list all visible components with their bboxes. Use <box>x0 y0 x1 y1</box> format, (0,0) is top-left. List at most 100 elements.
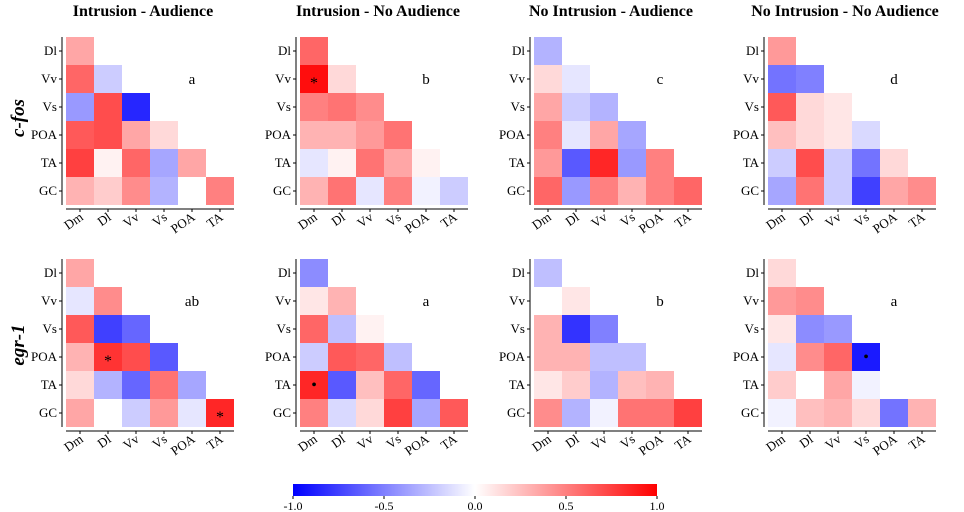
x-tick-label: Dl <box>562 209 582 229</box>
y-tick-label: GC <box>741 183 759 198</box>
y-tick-label: GC <box>507 405 525 420</box>
colorbar-tick-label: -0.5 <box>375 499 394 512</box>
x-tick-label: Vv <box>588 209 610 231</box>
group-letter: b <box>656 294 664 310</box>
x-tick-label: Dm <box>529 209 554 232</box>
heatmap-cell <box>618 121 646 149</box>
y-tick-label: Vv <box>41 293 57 308</box>
heatmap-cell <box>824 121 852 149</box>
heatmap-cell <box>94 315 122 343</box>
heatmap-cell <box>328 287 356 315</box>
heatmap-cell <box>590 121 618 149</box>
heatmap-cell <box>412 399 440 427</box>
x-tick-label: POA <box>636 431 666 459</box>
heatmap-cell <box>384 177 412 205</box>
y-tick-label: Vs <box>277 99 291 114</box>
heatmap-cell <box>768 371 796 399</box>
heatmap-cell <box>66 399 94 427</box>
heatmap-cell <box>534 93 562 121</box>
heatmap-cell <box>534 177 562 205</box>
heatmap-cell <box>122 399 150 427</box>
heatmap-cell <box>768 149 796 177</box>
y-tick-label: POA <box>499 127 526 142</box>
x-tick-label: Dm <box>295 209 320 232</box>
heatmap-cell <box>852 343 880 371</box>
heatmap-cell <box>122 121 150 149</box>
x-tick-label: POA <box>402 431 432 459</box>
y-tick-label: Dl <box>278 265 291 280</box>
x-tick-label: Vv <box>120 431 142 453</box>
row-title-cfos: c-fos <box>8 99 29 137</box>
heatmap-cell <box>328 65 356 93</box>
heatmap-cell <box>852 149 880 177</box>
x-tick-label: Vv <box>354 431 376 453</box>
heatmap-cell <box>768 177 796 205</box>
group-letter: a <box>423 294 430 310</box>
x-tick-label: Dm <box>763 431 788 454</box>
y-tick-label: POA <box>733 127 760 142</box>
heatmap-cell <box>384 149 412 177</box>
y-tick-label: TA <box>275 377 292 392</box>
heatmap-cell <box>534 315 562 343</box>
y-tick-label: Vs <box>745 99 759 114</box>
heatmap-cell <box>66 343 94 371</box>
column-title-1: Intrusion - Audience <box>73 3 213 20</box>
heatmap-cell <box>590 371 618 399</box>
x-tick-label: TA <box>906 209 928 231</box>
heatmap-cell <box>206 177 234 205</box>
heatmap-cell <box>768 315 796 343</box>
heatmap-cell <box>618 149 646 177</box>
heatmap-cell <box>768 37 796 65</box>
x-tick-label: Vs <box>149 431 169 452</box>
heatmap-cell <box>852 399 880 427</box>
heatmap-cell <box>534 371 562 399</box>
heatmap-cell <box>94 65 122 93</box>
heatmap-cell <box>300 37 328 65</box>
heatmap-cell <box>562 287 590 315</box>
heatmap-cell <box>534 65 562 93</box>
heatmap-cell <box>328 371 356 399</box>
significance-mark: * <box>104 353 112 370</box>
y-tick-label: TA <box>509 377 526 392</box>
heatmap-cell <box>824 399 852 427</box>
heatmap-cell <box>908 399 936 427</box>
y-tick-label: POA <box>733 349 760 364</box>
heatmap-cell <box>66 259 94 287</box>
y-tick-label: TA <box>743 377 760 392</box>
heatmap-cell <box>880 149 908 177</box>
y-tick-label: Vs <box>511 99 525 114</box>
heatmap-cell <box>94 287 122 315</box>
heatmap-cell <box>796 371 824 399</box>
heatmap-cell <box>94 121 122 149</box>
heatmap-cell <box>384 343 412 371</box>
heatmap-cell <box>328 177 356 205</box>
heatmap-cell <box>534 287 562 315</box>
heatmap-cell <box>300 65 328 93</box>
heatmap-cell <box>66 93 94 121</box>
heatmap-cell <box>300 371 328 399</box>
heatmap-cell <box>94 399 122 427</box>
x-tick-label: Vs <box>383 209 403 230</box>
x-tick-label: Vs <box>383 431 403 452</box>
heatmap-cell <box>300 343 328 371</box>
y-tick-label: Vv <box>743 71 759 86</box>
heatmap-cell <box>300 93 328 121</box>
heatmap-cell <box>562 315 590 343</box>
heatmap-cell <box>94 343 122 371</box>
colorbar-legend: -1.0 -0.5 0.0 0.5 1.0 <box>284 484 665 512</box>
heatmap-cell <box>66 149 94 177</box>
heatmap-cell <box>768 287 796 315</box>
heatmap-cell <box>534 259 562 287</box>
y-tick-label: Vs <box>511 321 525 336</box>
heatmap-cell <box>768 93 796 121</box>
heatmap-cell <box>562 93 590 121</box>
significance-mark: * <box>310 75 318 92</box>
y-tick-label: Vv <box>275 71 291 86</box>
heatmap-cell <box>646 399 674 427</box>
heatmap-cell <box>328 343 356 371</box>
